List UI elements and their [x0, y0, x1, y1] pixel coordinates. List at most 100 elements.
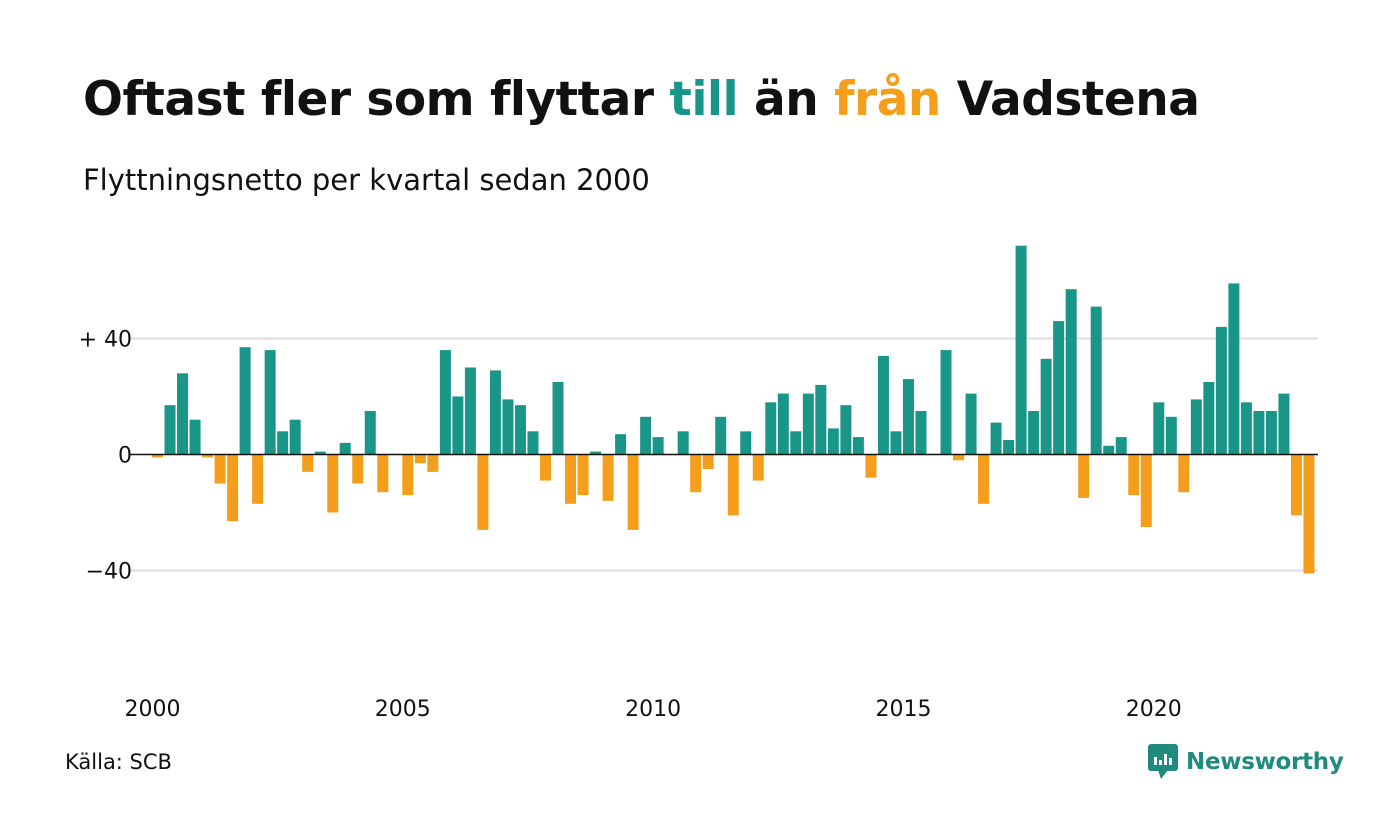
bar: [1065, 289, 1077, 455]
y-tick-label: −40: [86, 560, 132, 585]
bar: [702, 454, 714, 469]
x-tick-label: 2015: [876, 697, 932, 722]
bar: [627, 454, 639, 530]
bar: [590, 451, 602, 455]
bar: [727, 454, 739, 516]
x-tick-label: 2010: [625, 697, 681, 722]
title-highlight-till: till: [669, 72, 739, 127]
bar: [377, 454, 389, 493]
bar: [164, 405, 176, 455]
bar: [690, 454, 702, 493]
newsworthy-logo: Newsworthy: [1148, 744, 1344, 780]
bar: [1128, 454, 1140, 496]
bar: [202, 454, 214, 458]
chart-subtitle: Flyttningsnetto per kvartal sedan 2000: [83, 163, 650, 197]
bar: [427, 454, 439, 472]
bar: [915, 411, 927, 455]
y-tick-label: + 40: [79, 328, 132, 353]
bar: [1265, 411, 1277, 455]
newsworthy-chart-bubble-icon: [1148, 744, 1178, 779]
bar-chart: + 40 0 −40 2000 2005 2010 2015 2020: [79, 245, 1318, 722]
bar: [1228, 283, 1240, 455]
bar: [615, 434, 627, 455]
bar: [1203, 382, 1215, 455]
bar: [940, 350, 952, 455]
bar: [1165, 416, 1177, 455]
bar: [402, 454, 414, 496]
bar: [1028, 411, 1040, 455]
bar: [652, 437, 664, 455]
bar: [965, 393, 977, 455]
bar: [1140, 454, 1152, 527]
bar: [414, 454, 426, 464]
bar: [890, 431, 902, 455]
bar: [852, 437, 864, 455]
bar: [289, 419, 301, 455]
bar: [277, 431, 289, 455]
chart-title: Oftast fler som flyttar till än från Vad…: [83, 72, 1200, 127]
x-tick-label: 2005: [375, 697, 431, 722]
bar: [953, 454, 965, 461]
bar: [214, 454, 226, 484]
bar: [1253, 411, 1265, 455]
y-tick-label: 0: [118, 444, 132, 469]
bar: [752, 454, 764, 481]
bar: [765, 402, 777, 455]
bar: [1015, 245, 1027, 455]
bar: [1040, 358, 1052, 455]
bar: [1215, 326, 1227, 455]
x-axis-labels: 2000 2005 2010 2015 2020: [125, 697, 1182, 722]
bar: [902, 379, 914, 455]
bar: [677, 431, 689, 455]
bar: [715, 416, 727, 455]
bar: [1003, 440, 1015, 455]
bar: [252, 454, 264, 504]
bar: [527, 431, 539, 455]
bar: [540, 454, 551, 481]
y-axis-labels: + 40 0 −40: [79, 328, 132, 585]
bar: [990, 422, 1002, 455]
bar: [978, 454, 990, 504]
bar: [577, 454, 589, 496]
title-highlight-fran: från: [834, 72, 941, 127]
bar: [364, 411, 376, 455]
bar: [177, 373, 189, 455]
bar: [489, 370, 501, 455]
bar: [1178, 454, 1190, 493]
bar: [189, 419, 201, 455]
bar: [264, 350, 276, 455]
title-part-3: än: [738, 72, 835, 127]
bar: [1103, 445, 1115, 455]
bar: [1115, 437, 1127, 455]
bar: [1153, 402, 1165, 455]
bar: [327, 454, 339, 513]
bar: [514, 405, 526, 455]
bar: [790, 431, 802, 455]
bar: [1078, 454, 1090, 498]
bar: [1290, 454, 1302, 516]
bar: [1278, 393, 1290, 455]
source-note: Källa: SCB: [65, 750, 172, 774]
title-part-1: Oftast fler som flyttar: [83, 72, 670, 127]
bar: [239, 347, 251, 455]
grid-lines: [130, 337, 1318, 572]
bar: [802, 393, 814, 455]
bar: [452, 396, 464, 455]
bar: [840, 405, 852, 455]
bar: [439, 350, 451, 455]
bar: [464, 367, 476, 455]
bar: [1090, 306, 1102, 455]
bar: [477, 454, 489, 530]
x-tick-label: 2000: [125, 697, 181, 722]
bar: [777, 393, 789, 455]
bar: [314, 451, 326, 455]
bar: [877, 355, 889, 455]
bars: [152, 245, 1315, 574]
x-tick-label: 2020: [1126, 697, 1182, 722]
bar: [302, 454, 314, 472]
bar: [552, 382, 564, 455]
bar: [152, 454, 163, 458]
bar: [1190, 399, 1202, 455]
title-part-5: Vadstena: [940, 72, 1200, 127]
bar: [865, 454, 877, 478]
